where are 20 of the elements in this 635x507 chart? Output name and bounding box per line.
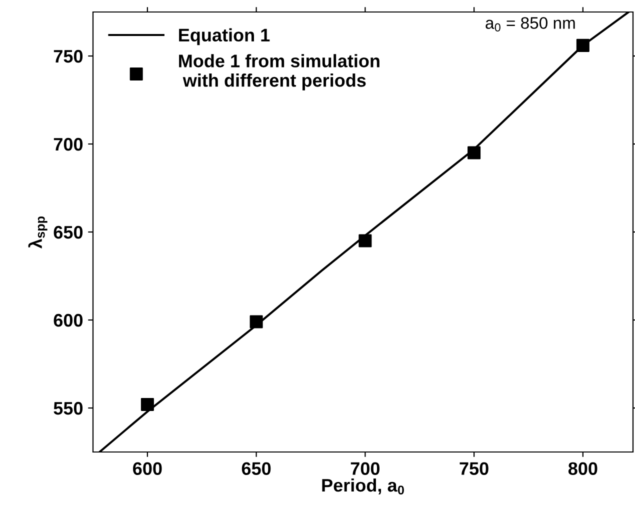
y-tick-label: 700 <box>54 138 83 151</box>
y-axis-title: λ$_{spp}$ <box>28 216 48 249</box>
point <box>576 38 590 52</box>
legend-label: Mode 1 from simulation with different periods <box>179 54 380 90</box>
y-tick-label: 600 <box>54 314 83 327</box>
x-tick-label: 600 <box>133 462 162 475</box>
x-tick-label: 700 <box>350 462 380 475</box>
y-tick-label: 750 <box>54 50 83 63</box>
point <box>468 146 481 160</box>
x-tick-label: 650 <box>242 462 271 475</box>
x-tick-label: 800 <box>568 462 598 475</box>
x-axis-title: Period, a$_{0}$ <box>322 478 404 495</box>
point <box>250 315 263 328</box>
y-tick-label: 550 <box>54 402 83 415</box>
x-tick-label: 750 <box>460 462 488 475</box>
y-tick-label: 650 <box>54 226 83 239</box>
point <box>140 398 154 411</box>
legend-label: Equation 1 <box>179 28 270 46</box>
point <box>358 234 372 248</box>
annotation: a$_{0}$ = 850 nm <box>486 17 575 32</box>
